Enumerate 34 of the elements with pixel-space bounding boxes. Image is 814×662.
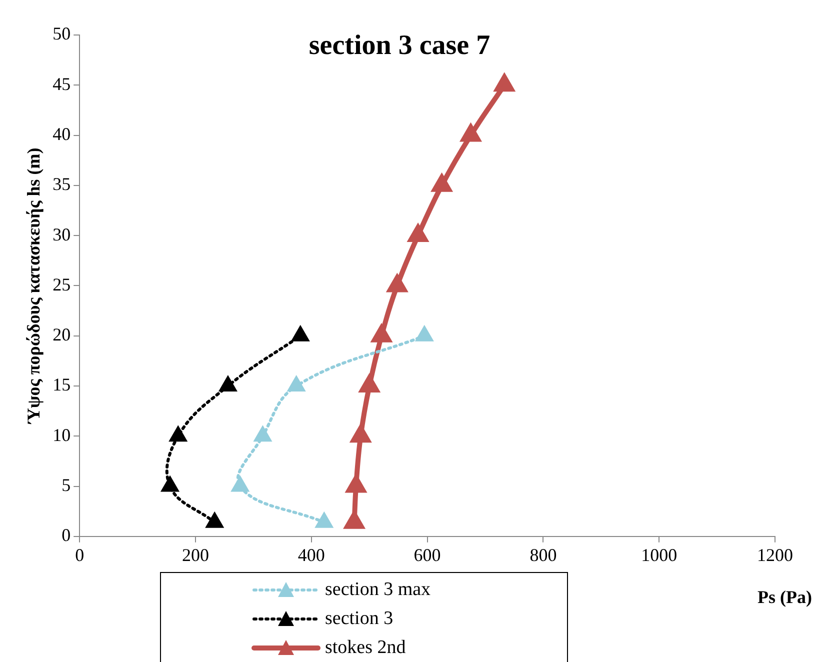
- point: [416, 326, 433, 342]
- y-tick-label: 40: [52, 124, 71, 144]
- point: [316, 512, 333, 528]
- point: [288, 376, 305, 392]
- y-tick-label: 0: [62, 525, 71, 546]
- point: [292, 326, 309, 342]
- x-axis-title: Ps (Pa): [758, 587, 812, 608]
- y-tick-label: 50: [52, 24, 71, 44]
- point: [232, 476, 249, 492]
- x-tick-label: 1000: [641, 544, 678, 565]
- point: [254, 426, 272, 442]
- point: [220, 376, 236, 392]
- legend-label: section 3 max: [325, 578, 431, 600]
- point: [170, 426, 187, 442]
- chart-title: section 3 case 7: [308, 30, 490, 62]
- y-tick-label: 30: [52, 224, 71, 244]
- y-tick-label: 5: [62, 474, 71, 495]
- point: [162, 476, 178, 492]
- legend-label: stokes 2nd: [325, 636, 406, 658]
- y-tick-label: 25: [52, 274, 71, 294]
- x-tick-label: 200: [182, 544, 209, 565]
- legend-label: section 3: [325, 608, 394, 630]
- x-tick-label: 0: [75, 544, 84, 565]
- point: [206, 512, 224, 528]
- x-tick-label: 600: [414, 544, 441, 565]
- y-tick-label: 15: [52, 374, 71, 395]
- x-tick-label: 1200: [757, 544, 793, 565]
- y-axis-title: Ύψος πoρώδους κατασκευής hs (m): [23, 148, 44, 425]
- y-tick-label: 45: [52, 74, 71, 94]
- x-tick-label: 400: [298, 544, 325, 565]
- y-tick-label: 10: [52, 424, 71, 445]
- x-tick-label: 800: [530, 544, 557, 565]
- y-tick-label: 20: [52, 324, 71, 345]
- y-tick-label: 35: [52, 174, 71, 194]
